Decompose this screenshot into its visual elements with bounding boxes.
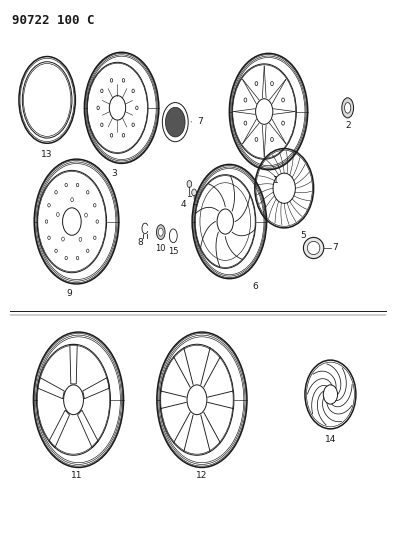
Ellipse shape bbox=[273, 173, 295, 203]
Ellipse shape bbox=[85, 213, 88, 217]
Ellipse shape bbox=[76, 183, 79, 187]
Text: 13: 13 bbox=[42, 150, 53, 159]
Ellipse shape bbox=[63, 208, 81, 235]
Ellipse shape bbox=[270, 82, 273, 86]
Text: 6: 6 bbox=[252, 282, 258, 292]
Ellipse shape bbox=[187, 385, 207, 415]
Ellipse shape bbox=[122, 133, 125, 137]
Ellipse shape bbox=[57, 213, 59, 216]
Ellipse shape bbox=[162, 102, 188, 142]
Ellipse shape bbox=[303, 237, 324, 259]
Ellipse shape bbox=[136, 106, 138, 110]
Text: 90722 100 C: 90722 100 C bbox=[12, 14, 94, 27]
Ellipse shape bbox=[55, 191, 57, 194]
Ellipse shape bbox=[270, 138, 273, 142]
Text: 12: 12 bbox=[196, 471, 208, 480]
Text: 11: 11 bbox=[71, 471, 82, 480]
Text: 10: 10 bbox=[156, 244, 166, 253]
Ellipse shape bbox=[255, 138, 258, 142]
Text: 7: 7 bbox=[332, 244, 338, 253]
Ellipse shape bbox=[62, 237, 65, 241]
Ellipse shape bbox=[156, 225, 165, 239]
Ellipse shape bbox=[65, 256, 67, 260]
Ellipse shape bbox=[79, 237, 82, 241]
Ellipse shape bbox=[76, 256, 79, 260]
Ellipse shape bbox=[55, 249, 57, 253]
Text: 15: 15 bbox=[168, 247, 179, 256]
Ellipse shape bbox=[244, 121, 247, 125]
Ellipse shape bbox=[86, 249, 89, 253]
Ellipse shape bbox=[109, 95, 126, 120]
Text: 14: 14 bbox=[325, 435, 336, 444]
Ellipse shape bbox=[323, 385, 337, 404]
Ellipse shape bbox=[122, 78, 125, 82]
Ellipse shape bbox=[93, 236, 96, 239]
Ellipse shape bbox=[101, 89, 103, 93]
Ellipse shape bbox=[282, 98, 284, 102]
Ellipse shape bbox=[158, 228, 163, 236]
Ellipse shape bbox=[217, 209, 233, 234]
Text: 7: 7 bbox=[191, 117, 203, 126]
Text: 5: 5 bbox=[300, 231, 306, 239]
Ellipse shape bbox=[345, 102, 351, 113]
Ellipse shape bbox=[244, 98, 247, 102]
Ellipse shape bbox=[132, 123, 134, 127]
Ellipse shape bbox=[282, 121, 284, 125]
Text: 8: 8 bbox=[137, 238, 143, 247]
Ellipse shape bbox=[96, 220, 99, 223]
Ellipse shape bbox=[65, 183, 67, 187]
Ellipse shape bbox=[101, 123, 103, 127]
Ellipse shape bbox=[132, 89, 134, 93]
Text: 4: 4 bbox=[181, 200, 186, 209]
Ellipse shape bbox=[93, 204, 96, 207]
Text: 3: 3 bbox=[112, 168, 118, 177]
Text: 2: 2 bbox=[345, 121, 350, 130]
Ellipse shape bbox=[48, 236, 50, 239]
Ellipse shape bbox=[45, 220, 48, 223]
Ellipse shape bbox=[307, 241, 320, 255]
Ellipse shape bbox=[169, 229, 177, 243]
Ellipse shape bbox=[192, 189, 196, 196]
Ellipse shape bbox=[255, 82, 258, 86]
Ellipse shape bbox=[71, 198, 74, 201]
Text: 9: 9 bbox=[67, 289, 72, 298]
Ellipse shape bbox=[187, 181, 192, 188]
Ellipse shape bbox=[255, 99, 273, 124]
Ellipse shape bbox=[110, 78, 113, 82]
Ellipse shape bbox=[342, 98, 354, 118]
Ellipse shape bbox=[97, 106, 99, 110]
Ellipse shape bbox=[86, 191, 89, 194]
Ellipse shape bbox=[64, 385, 84, 415]
Ellipse shape bbox=[166, 107, 185, 137]
Ellipse shape bbox=[110, 133, 113, 137]
Ellipse shape bbox=[48, 204, 50, 207]
Text: 1: 1 bbox=[273, 175, 278, 184]
